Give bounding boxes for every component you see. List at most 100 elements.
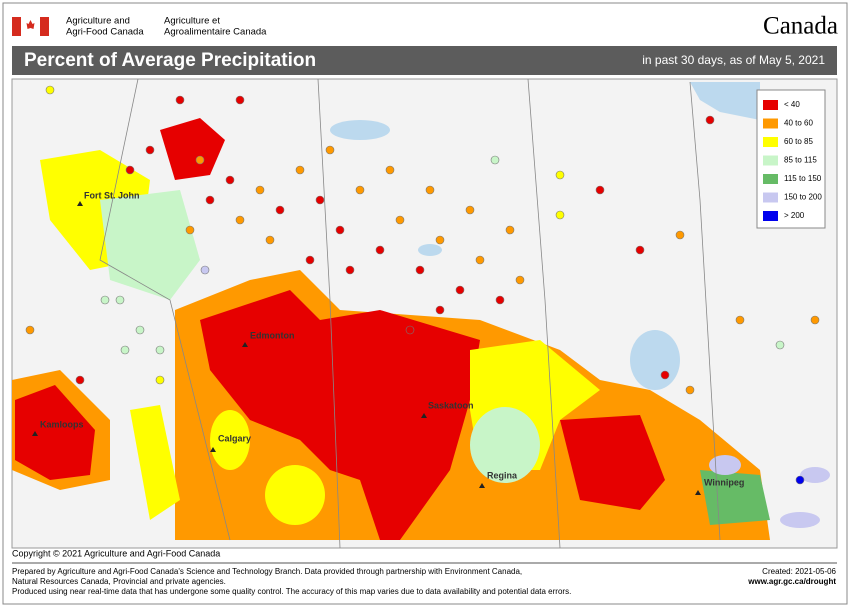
agency-fr: Agriculture et — [164, 16, 220, 27]
station — [795, 475, 805, 485]
station — [25, 325, 35, 335]
station — [435, 305, 445, 315]
station — [155, 375, 165, 385]
city-label: Regina — [487, 470, 518, 480]
station — [295, 165, 305, 175]
station — [635, 245, 645, 255]
station — [335, 225, 345, 235]
legend-label: 60 to 85 — [784, 137, 813, 146]
station — [435, 235, 445, 245]
stations — [25, 85, 820, 485]
precip-area — [15, 385, 95, 480]
footer-line: Natural Resources Canada, Provincial and… — [12, 577, 226, 586]
station — [595, 185, 605, 195]
station — [405, 325, 415, 335]
footer-line: Prepared by Agriculture and Agri-Food Ca… — [12, 567, 522, 576]
station — [555, 170, 565, 180]
city-label: Fort St. John — [84, 190, 140, 200]
station — [465, 205, 475, 215]
legend-label: < 40 — [784, 100, 800, 109]
legend-label: > 200 — [784, 211, 805, 220]
station — [425, 185, 435, 195]
station — [735, 315, 745, 325]
station — [355, 185, 365, 195]
station — [200, 265, 210, 275]
station — [660, 370, 670, 380]
station — [675, 230, 685, 240]
station — [375, 245, 385, 255]
station — [345, 265, 355, 275]
precip-area — [800, 467, 830, 483]
station — [225, 175, 235, 185]
station — [100, 295, 110, 305]
station — [305, 255, 315, 265]
legend: < 40 40 to 60 60 to 85 85 to 115 115 to 150 1… — [763, 100, 822, 221]
station — [395, 215, 405, 225]
station — [185, 225, 195, 235]
station — [275, 205, 285, 215]
legend-swatch — [763, 192, 778, 203]
title: Percent of Average Precipitation — [24, 50, 316, 71]
station — [255, 185, 265, 195]
city-label: Edmonton — [250, 330, 295, 340]
station — [135, 325, 145, 335]
station — [490, 155, 500, 165]
station — [495, 295, 505, 305]
station — [455, 285, 465, 295]
precip-area — [130, 405, 180, 520]
agency-en: Agriculture and — [66, 16, 130, 27]
station — [385, 165, 395, 175]
city-label: Winnipeg — [704, 477, 744, 487]
precip-area — [200, 290, 480, 540]
station — [235, 215, 245, 225]
legend-label: 150 to 200 — [784, 193, 822, 202]
legend-swatch — [763, 155, 778, 166]
cities: Fort St. John Edmonton Kamloops Calgary … — [32, 190, 744, 495]
precip-area — [265, 465, 325, 525]
station — [810, 315, 820, 325]
copyright: Copyright © 2021 Agriculture and Agri-Fo… — [12, 548, 220, 558]
station — [505, 225, 515, 235]
legend-label: 115 to 150 — [784, 174, 822, 183]
city-label: Saskatoon — [428, 400, 474, 410]
precip-area — [709, 455, 741, 475]
borders — [99, 78, 721, 549]
legend-label: 85 to 115 — [784, 156, 817, 165]
footer-line: Produced using near real-time data that … — [12, 587, 571, 596]
precip-area — [700, 470, 770, 525]
station — [515, 275, 525, 285]
precip-area — [470, 407, 540, 483]
station — [45, 85, 55, 95]
station — [125, 165, 135, 175]
station — [205, 195, 215, 205]
station — [555, 210, 565, 220]
station — [175, 95, 185, 105]
precip-area — [160, 118, 225, 180]
precip-area — [100, 190, 200, 300]
title-bar — [12, 46, 837, 75]
station — [120, 345, 130, 355]
url: www.agr.gc.ca/drought — [747, 577, 836, 586]
created: Created: 2021-05-06 — [762, 567, 836, 576]
agency-fr: Agroalimentaire Canada — [164, 27, 267, 38]
city-label: Kamloops — [40, 419, 84, 429]
legend-swatch — [763, 100, 778, 110]
station — [265, 235, 275, 245]
station — [235, 95, 245, 105]
legend-swatch — [763, 174, 778, 184]
station — [415, 265, 425, 275]
station — [475, 255, 485, 265]
city-label: Calgary — [218, 433, 251, 443]
wordmark: Canada — [763, 13, 838, 40]
station — [315, 195, 325, 205]
legend-label: 40 to 60 — [784, 119, 813, 128]
subtitle: in past 30 days, as of May 5, 2021 — [642, 53, 825, 67]
precip-area — [210, 410, 250, 470]
map: Fort St. John Edmonton Kamloops Calgary … — [11, 78, 838, 549]
station — [75, 375, 85, 385]
station — [705, 115, 715, 125]
station — [775, 340, 785, 350]
station — [195, 155, 205, 165]
station — [325, 145, 335, 155]
